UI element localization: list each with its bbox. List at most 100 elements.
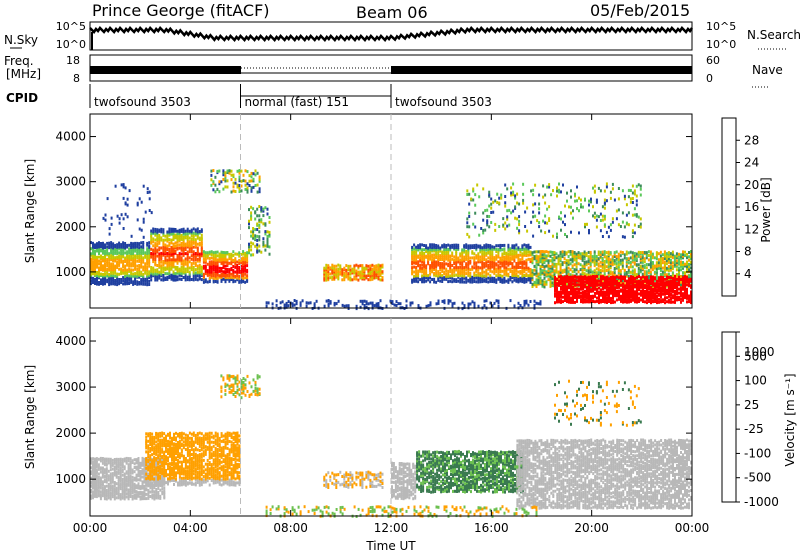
power-cell [162,245,165,249]
power-cell [194,271,197,275]
power-cell [100,262,102,266]
power-cell [612,275,614,279]
power-cell [230,272,233,276]
power-cell [644,278,646,282]
power-cell [497,254,500,258]
power-cell [413,247,416,251]
power-cell [578,294,580,298]
power-cell [415,279,418,283]
power-cell [204,258,207,262]
power-cell [640,292,642,296]
power-cell [611,261,614,265]
power-cell [623,272,626,276]
power-cell [492,210,495,214]
power-cell [634,285,636,289]
power-cell [379,266,382,270]
power-cell [595,255,598,258]
power-cell [533,268,536,272]
power-cell [148,283,151,286]
power-cell [673,254,676,258]
power-cell [112,275,115,279]
power-cell [98,252,100,255]
power-cell [580,284,582,288]
power-cell [690,266,692,270]
power-cell [505,251,508,255]
power-cell [309,301,312,305]
power-cell [172,252,175,256]
power-cell [594,275,596,279]
power-cell [541,271,544,274]
power-cell [335,302,338,306]
power-cell [570,298,572,302]
power-cell [645,254,648,257]
power-cell [457,270,460,274]
power-cell [675,259,678,263]
power-cell [246,259,249,263]
power-cell [457,266,460,270]
power-cell [122,276,125,280]
power-cell [246,190,249,194]
power-cell [564,283,566,287]
power-cell [678,275,680,279]
power-cell [265,301,268,305]
power-cell [640,276,642,280]
power-cell [268,234,271,238]
power-cell [114,282,117,286]
power-cell [196,253,199,257]
power-cell [172,274,175,277]
power-cell [625,257,628,261]
power-cell [639,258,642,262]
power-cell [194,240,197,244]
power-cell [136,256,139,260]
power-cell [580,198,582,202]
power-cell [623,270,626,274]
power-cell [373,304,376,308]
power-cell [615,250,618,254]
power-cell [591,258,594,262]
power-cell [226,262,229,266]
power-cell [631,256,634,260]
power-cell [513,252,516,256]
power-cell [226,267,229,271]
power-cell [120,281,123,284]
power-cell [437,278,440,282]
power-cell [477,278,480,282]
power-cell [110,282,113,286]
power-cell [624,278,626,282]
power-cell [612,280,614,284]
power-cell [258,175,261,179]
power-cell [559,257,562,261]
power-cell [421,248,424,252]
power-cell [134,258,137,262]
power-cell [629,260,632,264]
power-cell [499,265,502,269]
power-cell [232,265,235,268]
power-cell [609,264,612,267]
power-cell [491,278,494,282]
power-cell [631,201,634,204]
power-cell [445,244,448,247]
power-cell [588,292,590,296]
power-cell [633,207,636,211]
power-cell [90,279,92,283]
power-cell [686,290,688,294]
power-cell [148,190,151,194]
power-cell [646,301,648,305]
power-cell [226,179,229,183]
power-cell [140,278,143,282]
power-cell [345,272,348,276]
power-cell [216,270,219,274]
power-cell [124,268,127,272]
power-cell [184,248,187,251]
power-cell [565,261,568,265]
power-cell [140,270,143,274]
power-cell [465,249,468,253]
power-cell [208,268,211,272]
power-cell [592,279,594,283]
power-cell [485,280,488,284]
power-cell [662,288,664,292]
power-cell [510,193,513,197]
power-cell [204,272,207,276]
power-cell [250,244,253,248]
power-cell [461,278,464,282]
